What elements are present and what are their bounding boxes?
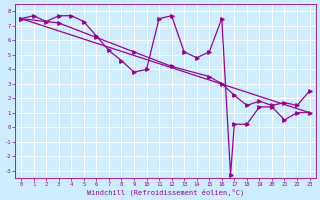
X-axis label: Windchill (Refroidissement éolien,°C): Windchill (Refroidissement éolien,°C) (87, 188, 244, 196)
